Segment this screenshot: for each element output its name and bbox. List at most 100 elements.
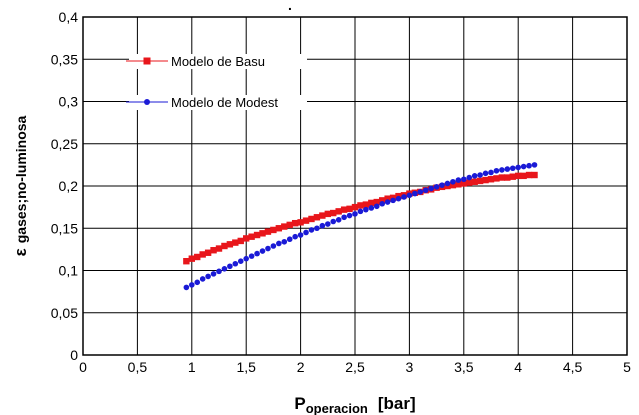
x-tick-label: 3 xyxy=(406,359,414,375)
data-point-modest xyxy=(422,187,429,194)
y-tick-label: 0,05 xyxy=(51,305,78,321)
data-point-modest xyxy=(292,233,298,240)
data-point-modest xyxy=(412,190,418,197)
legend-label: Modelo de Modest xyxy=(171,95,278,110)
data-point-basu xyxy=(275,225,283,232)
data-point-basu xyxy=(291,219,299,227)
x-axis-title: Poperacion [bar] xyxy=(294,394,415,415)
data-point-basu xyxy=(319,212,326,219)
data-point-modest xyxy=(428,185,434,192)
data-point-basu xyxy=(308,215,315,223)
data-point-modest xyxy=(439,182,445,188)
x-tick-label: 5 xyxy=(623,359,631,375)
data-point-basu xyxy=(504,174,511,181)
data-point-modest xyxy=(286,236,293,243)
x-tick-label: 0,5 xyxy=(128,359,148,375)
data-point-modest xyxy=(499,167,505,173)
data-point-modest xyxy=(515,164,521,171)
x-tick-label: 4 xyxy=(514,359,522,375)
data-point-modest xyxy=(477,172,483,178)
data-point-modest xyxy=(373,203,380,210)
data-point-basu xyxy=(221,242,228,250)
data-point-modest xyxy=(520,163,527,170)
data-point-basu xyxy=(232,239,239,246)
data-point-basu xyxy=(248,233,255,240)
data-point-basu xyxy=(270,226,277,234)
data-point-modest xyxy=(248,253,255,259)
data-point-basu xyxy=(460,180,467,187)
data-point-basu xyxy=(373,198,380,206)
x-tick-labels: 0 0,5 1 1,5 2 2,5 3 3,5 4 4,5 5 xyxy=(79,359,631,375)
legend-label: Modelo de Basu xyxy=(171,54,265,69)
y-tick-label: 0,25 xyxy=(51,136,78,152)
y-tick-label: 0,35 xyxy=(51,51,78,67)
data-point-modest xyxy=(509,165,516,172)
series-layer xyxy=(183,162,538,291)
data-point-basu xyxy=(340,206,348,213)
data-point-basu xyxy=(471,178,478,185)
data-point-modest xyxy=(471,173,478,179)
data-point-basu xyxy=(362,201,370,208)
y-tick-label: 0,1 xyxy=(59,263,79,279)
data-point-modest xyxy=(450,178,456,185)
data-point-basu xyxy=(259,230,266,237)
data-point-modest xyxy=(276,240,282,247)
data-point-modest xyxy=(232,260,239,267)
data-point-modest xyxy=(417,189,424,195)
data-point-modest xyxy=(227,263,233,270)
x-axis-title-main: P xyxy=(294,394,305,413)
data-point-modest xyxy=(384,199,391,205)
data-point-modest xyxy=(270,243,277,249)
y-axis-title: ε gases;no-luminosa xyxy=(11,115,30,256)
data-point-modest xyxy=(504,166,511,172)
data-point-basu xyxy=(346,205,353,213)
annotation-dot: . xyxy=(288,0,292,13)
x-tick-label: 2,5 xyxy=(345,359,365,375)
data-point-basu xyxy=(286,221,293,229)
data-point-basu xyxy=(455,181,462,188)
data-point-basu xyxy=(297,219,304,226)
data-point-modest xyxy=(303,229,309,236)
data-point-modest xyxy=(314,225,320,232)
data-point-modest xyxy=(308,227,315,233)
data-point-modest xyxy=(210,271,217,277)
x-tick-label: 1,5 xyxy=(236,359,256,375)
data-point-basu xyxy=(215,245,223,252)
data-point-basu xyxy=(199,251,206,258)
data-point-modest xyxy=(189,282,195,288)
y-axis-title-sub: gases;no-luminosa xyxy=(13,115,29,243)
data-point-basu xyxy=(466,179,473,186)
data-point-modest xyxy=(325,221,331,227)
data-point-basu xyxy=(183,258,190,265)
x-tick-label: 3,5 xyxy=(454,359,474,375)
data-point-basu xyxy=(330,209,337,217)
data-point-modest xyxy=(466,174,473,181)
data-point-modest xyxy=(221,266,228,272)
data-point-basu xyxy=(509,173,516,180)
data-point-basu xyxy=(253,231,261,239)
data-point-modest xyxy=(390,197,396,204)
data-point-modest xyxy=(205,273,211,280)
data-point-modest xyxy=(482,170,489,177)
data-point-modest xyxy=(183,284,190,291)
y-tick-label: 0,4 xyxy=(59,9,79,25)
data-point-modest xyxy=(254,250,260,257)
data-point-modest xyxy=(199,276,206,282)
data-point-modest xyxy=(341,214,347,221)
data-point-modest xyxy=(433,184,440,190)
data-point-modest xyxy=(352,211,358,217)
x-tick-label: 0 xyxy=(79,359,87,375)
data-point-basu xyxy=(188,255,195,262)
data-point-basu xyxy=(515,172,522,180)
data-point-basu xyxy=(368,199,375,207)
data-point-basu xyxy=(335,208,342,215)
data-point-modest xyxy=(237,258,244,265)
series-modest xyxy=(183,162,538,291)
data-point-basu xyxy=(324,210,331,218)
x-tick-label: 1 xyxy=(188,359,196,375)
data-point-basu xyxy=(264,228,272,235)
data-point-modest xyxy=(357,208,364,215)
data-point-modest xyxy=(216,268,222,275)
data-point-modest xyxy=(346,212,353,219)
